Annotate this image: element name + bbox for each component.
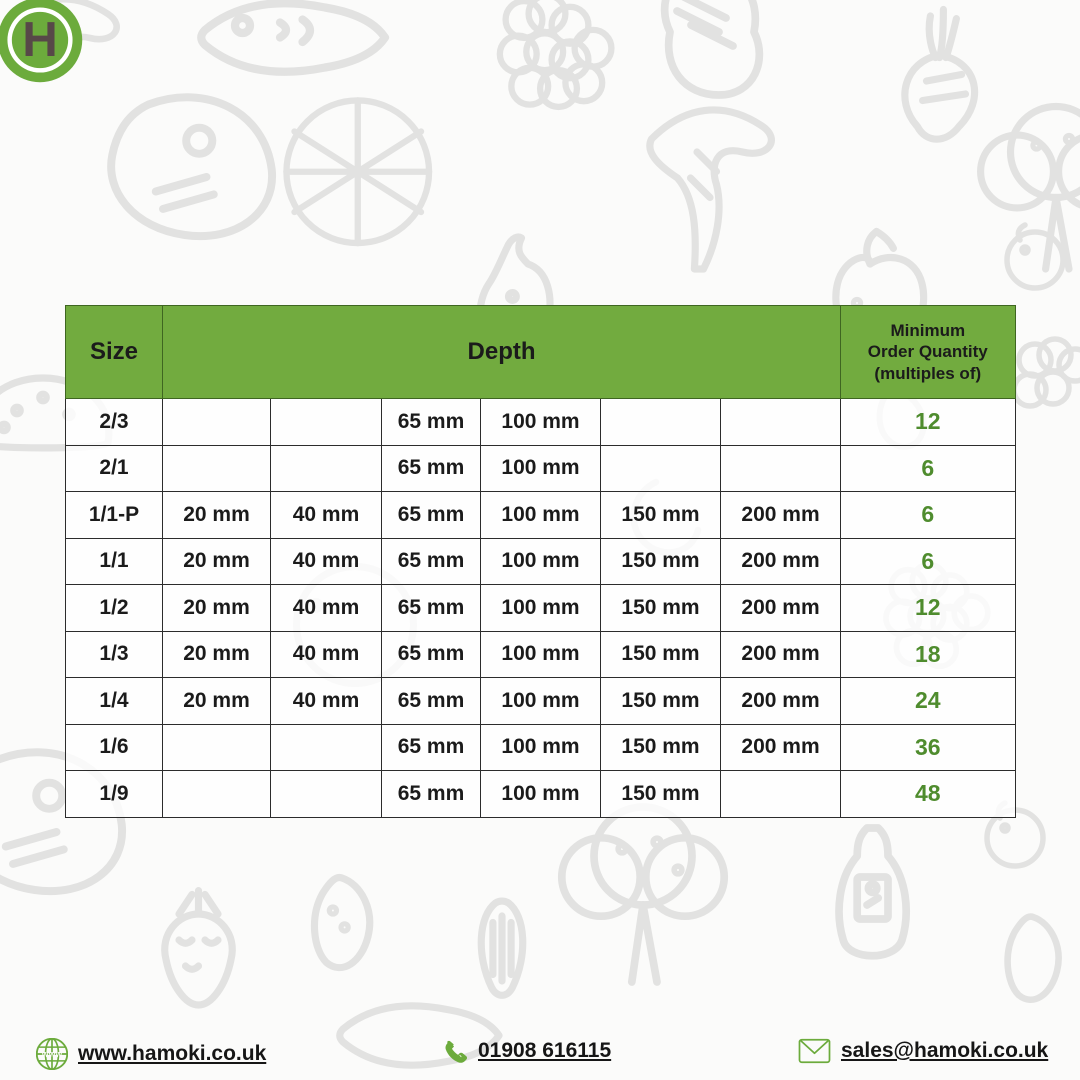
svg-text:H: H — [22, 12, 58, 67]
